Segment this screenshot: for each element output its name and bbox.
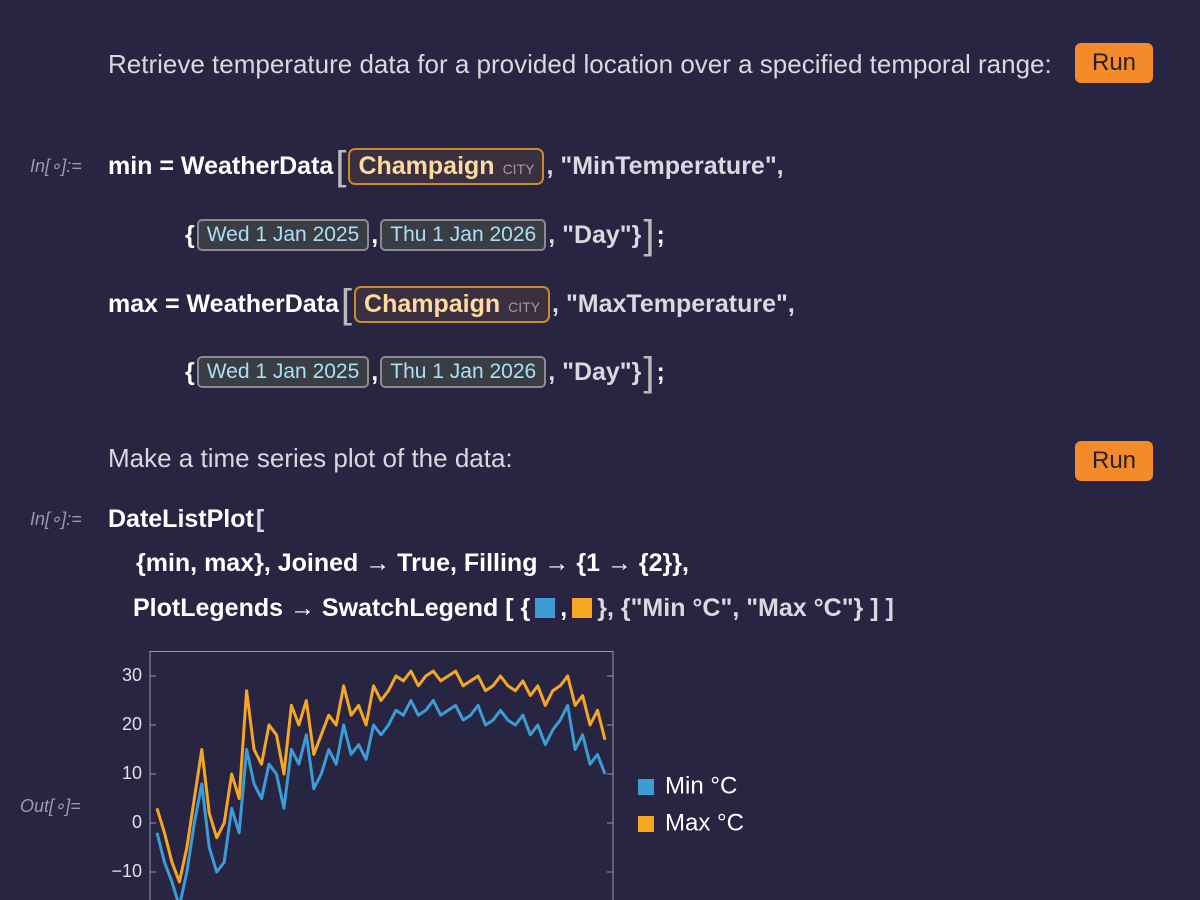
data-line [155, 699, 607, 900]
code: , "MaxTemperature", [552, 289, 795, 318]
code: ; [656, 357, 665, 386]
code: ; [656, 220, 665, 249]
entity[interactable]: Champaign CITY [348, 147, 545, 185]
entity-type: CITY [502, 160, 535, 177]
code: { [185, 357, 195, 386]
entity-name: Champaign [358, 151, 495, 180]
entity-type: CITY [508, 298, 541, 315]
legend-swatch [638, 816, 654, 832]
text-cell: Make a time series plot of the data: [108, 443, 513, 473]
y-tick-label: 10 [122, 763, 142, 783]
legend-swatch [638, 779, 654, 795]
y-tick-label: 20 [122, 714, 142, 734]
code-line: PlotLegends → SwatchLegend [ { , }, {"Mi… [133, 589, 894, 627]
code: , "Day"} [548, 220, 642, 249]
chart: −10 0 10 20 30 Min °C Max °C [111, 651, 744, 900]
bracket: ] [643, 212, 655, 257]
code: , "Day"} [548, 357, 642, 386]
code-line: { Wed 1 Jan 2025 , Thu 1 Jan 2026 , "Day… [185, 350, 665, 394]
run-button[interactable]: Run [1075, 43, 1153, 83]
date[interactable]: Wed 1 Jan 2025 [196, 219, 370, 251]
data-line [155, 669, 607, 884]
plot-frame [149, 651, 614, 900]
bracket: ] [643, 349, 655, 394]
output-label: Out[∘]= [20, 796, 81, 816]
code: }, {"Min °C", "Max °C"} ] ] [597, 593, 894, 622]
code: { [185, 220, 195, 249]
date[interactable]: Thu 1 Jan 2026 [380, 219, 547, 251]
code: min = WeatherData [108, 151, 334, 180]
bracket: [ [335, 143, 347, 188]
y-tick-label: −10 [111, 861, 142, 881]
legend-label: Min °C [665, 772, 737, 799]
code: , [371, 220, 379, 249]
code-line: DateListPlot [ [108, 500, 264, 538]
run-button[interactable]: Run [1075, 441, 1153, 481]
bracket: [ [340, 281, 353, 326]
y-tick-label: 30 [122, 665, 142, 685]
date[interactable]: Thu 1 Jan 2026 [380, 356, 547, 388]
date[interactable]: Wed 1 Jan 2025 [196, 356, 370, 388]
code-line: {min, max}, Joined → True, Filling → {1 … [136, 544, 689, 582]
code-line: min = WeatherData [ Champaign CITY , "Min… [108, 144, 784, 188]
entity-name: Champaign [364, 289, 501, 318]
code: PlotLegends → SwatchLegend [ { [133, 593, 531, 622]
code: max = WeatherData [108, 289, 339, 318]
y-tick-label: 0 [132, 812, 142, 832]
code: [ [255, 504, 265, 533]
code-line: max = WeatherData [ Champaign CITY , "Max… [108, 282, 795, 326]
code: , [560, 593, 568, 622]
code: , "MinTemperature", [546, 151, 784, 180]
code: DateListPlot [108, 504, 254, 533]
input-label: In[∘]:= [30, 509, 82, 529]
entity[interactable]: Champaign CITY [354, 285, 551, 323]
legend-label: Max °C [665, 809, 744, 836]
code: {min, max}, Joined → True, Filling → {1 … [136, 548, 689, 577]
text-cell: Retrieve temperature data for a provided… [108, 49, 1052, 79]
input-label: In[∘]:= [30, 156, 82, 176]
code-line: { Wed 1 Jan 2025 , Thu 1 Jan 2026 , "Day… [185, 213, 665, 257]
swatch [535, 598, 556, 618]
code: , [371, 357, 379, 386]
swatch [572, 598, 593, 618]
